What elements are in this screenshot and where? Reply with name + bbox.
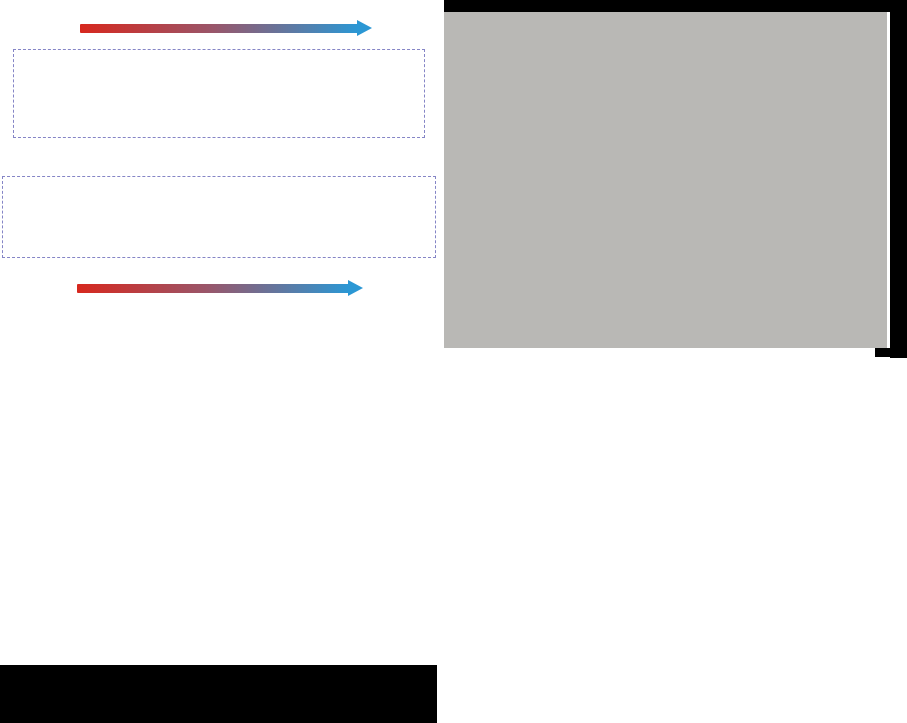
theta-octahedron-icon — [803, 388, 873, 476]
theta-octahedron-inset — [803, 388, 873, 476]
chart-translation1-energy — [441, 537, 675, 723]
black-border-bottom-left — [0, 665, 437, 723]
chart-pseudocubic — [0, 305, 437, 475]
vacuum-box-b — [2, 176, 436, 258]
chart-rotation1-energy — [441, 352, 675, 537]
rotation1-molecule-icon — [459, 360, 559, 424]
crystal-lattice-b — [2, 170, 434, 280]
translation2-molecule-icon — [693, 559, 853, 669]
chart-translation2-energy — [673, 537, 907, 723]
arrow-head-icon — [357, 20, 372, 36]
translation1-molecule-icon — [521, 563, 661, 663]
theta-angle-icon — [559, 416, 625, 466]
rotation2-molecule-inset — [689, 358, 789, 428]
black-border-right — [890, 12, 907, 358]
theta-diagram-inset — [559, 416, 625, 466]
chart-rotation2-energy — [673, 352, 907, 537]
rotation1-molecule-inset — [459, 360, 559, 424]
chart-tetragonal — [0, 473, 437, 665]
molecular-motion-panel — [444, 12, 887, 348]
translation2-molecule-inset — [693, 559, 853, 669]
temperature-gradient-arrow-bottom — [77, 280, 363, 296]
temperature-gradient-arrow-top — [80, 20, 372, 36]
rotation2-molecule-icon — [689, 358, 789, 428]
crystal-lattice-a — [14, 48, 424, 144]
vacuum-box-a — [13, 49, 425, 138]
black-border-corner — [875, 348, 907, 357]
black-border-top — [444, 0, 907, 12]
arrow-head-icon — [348, 280, 363, 296]
translation1-molecule-inset — [521, 563, 661, 663]
